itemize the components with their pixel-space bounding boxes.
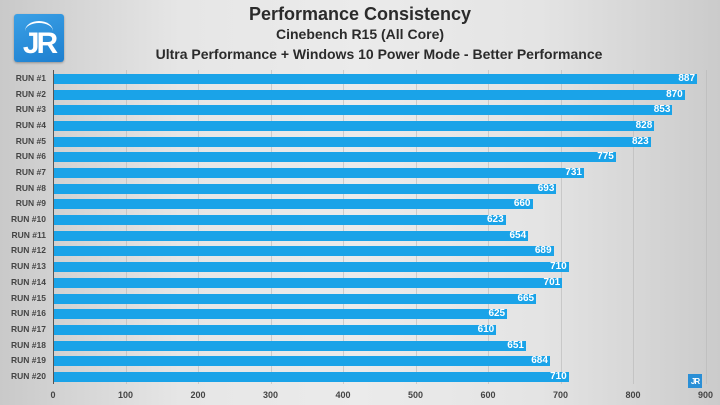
chart-title: Performance Consistency [248,4,472,24]
bar-value-label: 870 [666,88,683,100]
category-label: RUN #19 [11,355,46,366]
category-label: RUN #16 [11,308,46,319]
gridline [270,70,272,384]
bar-value-label: 625 [488,308,506,320]
y-axis-line [53,70,54,384]
data-bar: 823 [54,135,651,147]
data-bar: 775 [54,151,616,163]
data-bar: 710 [54,261,569,273]
x-tick-label: 300 [262,390,279,400]
category-label: RUN #15 [11,292,46,303]
bar-value-label: 623 [486,214,504,226]
x-tick-label: 100 [117,390,134,400]
bar-value-label: 660 [513,198,531,210]
x-tick-label: 700 [552,390,569,400]
data-bar: 701 [54,276,563,288]
data-bar: 853 [54,104,673,116]
category-label: RUN #13 [11,261,46,272]
data-bar: 693 [54,182,557,194]
bar-value-label: 693 [537,182,555,194]
bar-value-label: 701 [543,276,561,288]
x-tick-label: 900 [697,390,714,400]
gridline [705,70,707,384]
category-label: RUN #14 [11,276,46,287]
bar-value-label: 823 [631,135,649,147]
data-bar: 651 [54,339,526,351]
data-bar: 710 [54,370,569,382]
category-label: RUN #18 [11,339,46,350]
data-bar: 887 [54,73,698,84]
x-tick-label: 800 [625,390,641,400]
logo-arc-icon [25,21,53,41]
x-tick-label: 0 [50,390,56,400]
data-bar: 625 [54,308,508,320]
category-label: RUN #7 [15,167,46,178]
bar-value-label: 887 [678,73,696,84]
gridline [198,70,199,384]
bar-value-label: 651 [507,339,524,351]
category-label: RUN #1 [15,73,46,83]
x-tick-label: 600 [480,390,496,400]
gridline [415,70,417,384]
category-label: RUN #5 [15,135,46,146]
data-bar: 870 [54,88,685,100]
bar-value-label: 828 [635,120,653,132]
gridline [343,70,344,384]
bar-value-label: 689 [534,245,552,257]
bar-value-label: 775 [597,151,614,163]
data-bar: 828 [54,120,655,132]
gridline [560,70,562,384]
bar-value-label: 710 [550,261,567,273]
gridline [633,70,634,384]
bar-value-label: 654 [509,229,527,241]
data-bar: 610 [54,323,497,335]
data-bar: 654 [54,229,529,241]
jr-logo: JR [14,14,64,62]
data-bar: 623 [54,214,506,226]
data-bar: 731 [54,167,584,179]
bar-value-label: 731 [565,167,582,179]
data-bar: 660 [54,198,533,210]
category-label: RUN #12 [11,245,46,256]
bar-value-label: 684 [531,355,548,367]
x-tick-label: 500 [407,390,424,400]
category-label: RUN #10 [11,214,46,225]
data-bar: 665 [54,292,537,304]
watermark-logo: JR [688,374,702,388]
data-bar: 684 [54,355,550,367]
chart-subtitle-mode: Ultra Performance + Windows 10 Power Mod… [155,46,603,62]
category-label: RUN #11 [11,229,47,240]
bar-value-label: 853 [653,104,671,116]
bar-value-label: 710 [550,370,567,382]
category-label: RUN #20 [11,370,46,381]
category-label: RUN #3 [15,104,46,115]
bar-value-label: 610 [477,323,495,335]
chart-subtitle-benchmark: Cinebench R15 (All Core) [275,26,445,42]
gridline [488,70,489,384]
x-tick-label: 400 [335,390,351,400]
bar-value-label: 665 [517,292,535,304]
category-label: RUN #6 [15,151,46,162]
x-tick-label: 200 [190,390,206,400]
category-label: RUN #9 [15,198,46,209]
data-bar: 689 [54,245,554,257]
category-label: RUN #4 [15,120,46,131]
category-label: RUN #2 [15,88,46,99]
logo-text: JR [22,27,58,60]
category-label: RUN #8 [15,182,46,193]
gridline [125,70,127,384]
category-label: RUN #17 [11,323,46,334]
